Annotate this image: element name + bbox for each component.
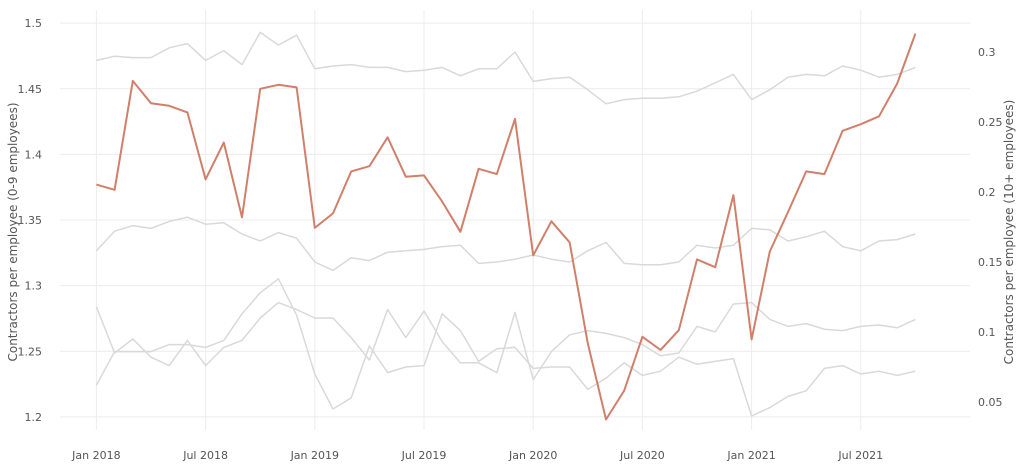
y2-tick-label: 0.25 [978, 116, 1003, 129]
x-tick-label: Jul 2020 [619, 449, 665, 462]
x-tick-label: Jan 2018 [71, 449, 120, 462]
x-tick-label: Jan 2019 [290, 449, 339, 462]
y2-tick-label: 0.3 [978, 46, 996, 59]
x-tick-label: Jan 2021 [726, 449, 775, 462]
y2-tick-label: 0.1 [978, 326, 996, 339]
x-tick-label: Jul 2018 [182, 449, 228, 462]
series-line-background [95, 216, 916, 272]
series-lines [95, 31, 917, 421]
series-line-background [95, 301, 916, 381]
left-y-axis-ticks: 1.2 1.25 1.3 1.35 1.4 1.45 1.5 [18, 17, 43, 424]
y2-tick-label: 0.15 [978, 256, 1003, 269]
y-tick-label: 1.25 [18, 345, 43, 358]
y-tick-label: 1.5 [25, 17, 43, 30]
y2-tick-label: 0.05 [978, 396, 1003, 409]
series-line-background [95, 278, 916, 417]
x-tick-label: Jul 2019 [401, 449, 447, 462]
series-line-highlight [96, 33, 917, 421]
y-tick-label: 1.45 [18, 83, 43, 96]
left-y-axis-title: Contractors per employee (0-9 employees) [6, 102, 20, 361]
x-axis-ticks: Jan 2018 Jul 2018 Jan 2019 Jul 2019 Jan 2020… [71, 449, 883, 462]
y-tick-label: 1.2 [25, 411, 43, 424]
y2-tick-label: 0.2 [978, 186, 996, 199]
right-y-axis-ticks: 0.05 0.1 0.15 0.2 0.25 0.3 [978, 46, 1003, 409]
y-tick-label: 1.35 [18, 214, 43, 227]
y-tick-label: 1.3 [25, 280, 43, 293]
series-line-background [96, 31, 916, 105]
right-y-axis-title: Contractors per employee (10+ employees) [1002, 100, 1016, 365]
x-tick-label: Jul 2021 [837, 449, 883, 462]
y-tick-label: 1.4 [25, 148, 43, 161]
x-tick-label: Jan 2020 [508, 449, 557, 462]
